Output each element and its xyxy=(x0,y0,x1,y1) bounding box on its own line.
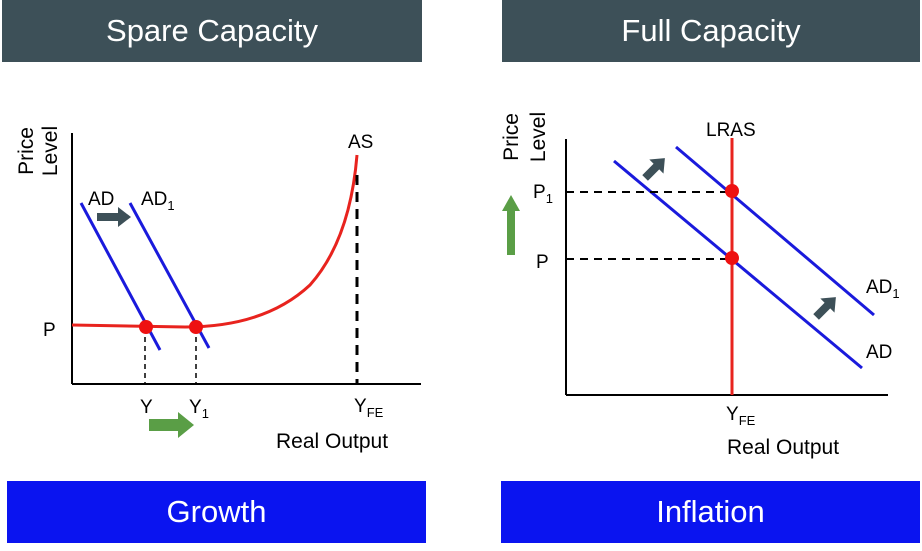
right-y-label-level: Level xyxy=(527,112,550,162)
ad-shift-arrow-upper xyxy=(642,158,665,181)
right-ad-line xyxy=(613,159,863,370)
as-curve xyxy=(71,154,359,329)
left-y-label-price: Price xyxy=(15,127,38,175)
right-x-label: Real Output xyxy=(727,436,839,459)
lras-label: LRAS xyxy=(706,120,756,141)
right-ad1-line xyxy=(675,145,875,317)
p-label: P xyxy=(536,252,549,273)
equilibrium-point-p xyxy=(725,251,739,265)
left-x-label: Real Output xyxy=(276,430,388,453)
left-y-label-level: Level xyxy=(39,126,62,176)
right-panel-title: Full Capacity xyxy=(502,0,920,62)
right-panel-caption: Inflation xyxy=(501,481,920,543)
right-diagram: Price Level LRAS AD AD1 P1 P YFE Real Ou… xyxy=(500,112,900,459)
ad-label: AD xyxy=(88,189,114,210)
equilibrium-point-p1 xyxy=(725,184,739,198)
y1-label: Y1 xyxy=(189,397,209,421)
right-y-label-price: Price xyxy=(500,113,523,161)
p1-label: P1 xyxy=(533,182,553,206)
output-growth-arrow xyxy=(149,412,194,438)
left-price-label: P xyxy=(43,320,56,341)
equilibrium-point-y1 xyxy=(189,320,203,334)
ad-shift-arrow xyxy=(97,207,131,227)
as-label: AS xyxy=(348,132,373,153)
left-panel-caption: Growth xyxy=(7,481,426,543)
ad-shift-arrow-lower xyxy=(813,297,836,320)
y-label: Y xyxy=(140,397,153,418)
left-diagram: Price Level AS AD AD1 P Y Y1 YFE Real Ou… xyxy=(15,126,421,453)
left-panel-title: Spare Capacity xyxy=(2,0,422,62)
right-ad1-label: AD1 xyxy=(866,277,900,301)
right-ad-label: AD xyxy=(866,342,892,363)
price-rise-arrow xyxy=(502,195,520,255)
right-yfe-label: YFE xyxy=(726,404,756,428)
equilibrium-point-y xyxy=(139,320,153,334)
ad1-label: AD1 xyxy=(141,189,175,213)
left-yfe-label: YFE xyxy=(354,396,384,420)
